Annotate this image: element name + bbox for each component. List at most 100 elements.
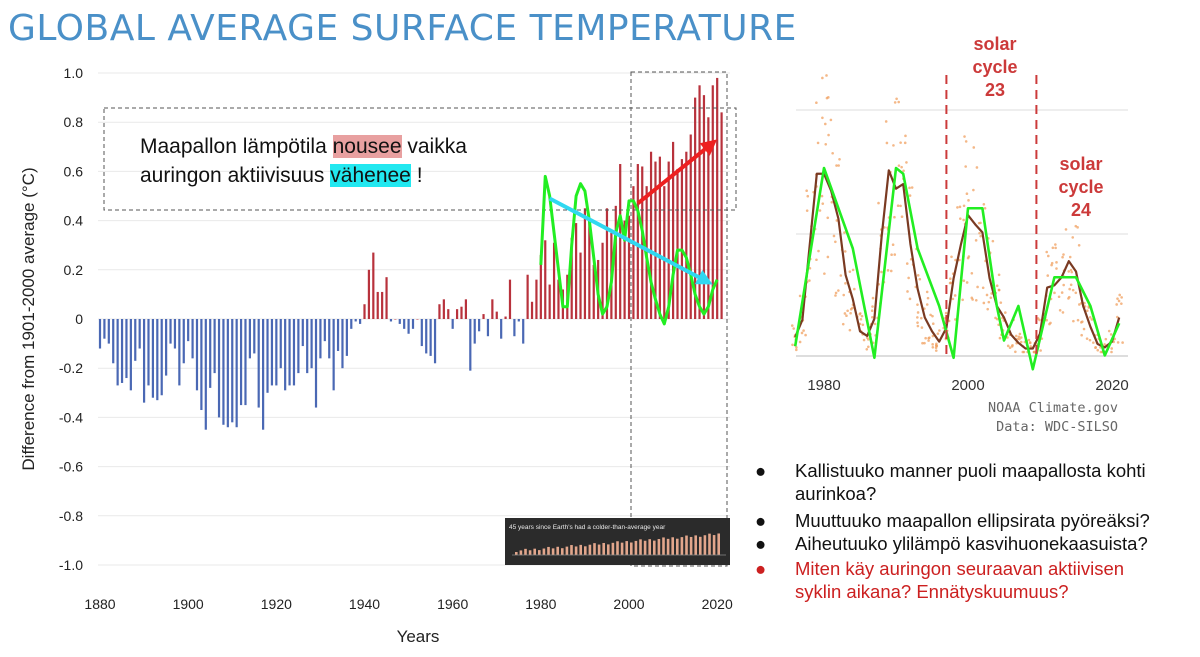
bar bbox=[292, 319, 296, 386]
sunspot-dot bbox=[1054, 246, 1057, 250]
sunspot-dot bbox=[1032, 350, 1036, 354]
sunspot-dot bbox=[1045, 318, 1048, 322]
sunspot-dot bbox=[981, 286, 985, 290]
annotation-rising-word: nousee bbox=[332, 135, 402, 158]
sunspot-dot bbox=[824, 143, 828, 146]
sunspot-dot bbox=[806, 194, 810, 198]
sunspot-dot bbox=[861, 323, 865, 327]
sunspot-dot bbox=[974, 239, 978, 242]
bar bbox=[345, 319, 348, 356]
sunspot-dot bbox=[893, 101, 897, 104]
inset-bar bbox=[630, 542, 633, 555]
y-tick-label: -0.2 bbox=[59, 360, 83, 376]
bar bbox=[552, 242, 556, 319]
y-tick-label: 0.2 bbox=[64, 262, 84, 278]
solar-cycle-label: solar bbox=[1059, 154, 1102, 174]
annotation-text-3: auringon aktiivisuus bbox=[140, 164, 331, 187]
inset-bar bbox=[680, 537, 684, 555]
sunspot-dot bbox=[978, 231, 981, 235]
sunspot-dot bbox=[1050, 261, 1054, 265]
bar bbox=[508, 279, 512, 319]
sunspot-dot bbox=[1120, 302, 1123, 305]
sunspot-dot bbox=[924, 336, 927, 340]
x-tick-label: 1900 bbox=[173, 596, 204, 612]
bar bbox=[667, 161, 670, 319]
bar bbox=[694, 97, 697, 319]
sunspot-dot bbox=[1019, 336, 1023, 339]
x-tick-label: 1940 bbox=[349, 596, 380, 612]
sunspot-dot bbox=[838, 157, 841, 161]
sunspot-dot bbox=[1110, 347, 1114, 350]
sunspot-dot bbox=[843, 231, 846, 234]
sunspot-dot bbox=[1067, 270, 1071, 273]
bullet-icon: ● bbox=[755, 510, 767, 531]
sunspot-dot bbox=[851, 268, 855, 272]
bar bbox=[486, 319, 490, 337]
inset-caption: 45 years since Earth's had a colder-than… bbox=[509, 524, 666, 531]
inset-bar bbox=[712, 535, 716, 555]
sunspot-dot bbox=[938, 329, 941, 332]
sunspot-dot bbox=[907, 276, 910, 280]
y-tick-label: 0.8 bbox=[64, 114, 84, 130]
sunspot-dot bbox=[815, 258, 818, 262]
sunspot-dot bbox=[951, 297, 955, 301]
sunspot-dot bbox=[871, 315, 874, 319]
bar bbox=[107, 319, 110, 344]
bar bbox=[658, 156, 661, 319]
sunspot-dot bbox=[1116, 315, 1119, 319]
bar bbox=[539, 255, 542, 319]
sunspot-dot bbox=[821, 202, 825, 205]
bar bbox=[522, 319, 525, 344]
sunspot-dot bbox=[1118, 293, 1122, 297]
bullet-icon: ● bbox=[755, 533, 767, 554]
bar bbox=[332, 319, 335, 391]
sunspot-dot bbox=[995, 317, 999, 321]
bar bbox=[570, 237, 573, 319]
sunspot-dot bbox=[873, 322, 877, 326]
sunspot-dot bbox=[1050, 263, 1053, 267]
sunspot-dot bbox=[1051, 246, 1055, 250]
inset-bar bbox=[570, 545, 573, 555]
sunspot-dot bbox=[928, 336, 931, 339]
sunspot-dot bbox=[964, 140, 968, 143]
sunspot-dot bbox=[1018, 332, 1022, 336]
question-text: Aiheutuuko ylilämpö kasvihuonekaasuista? bbox=[795, 533, 1148, 554]
sunspot-dot bbox=[961, 298, 964, 302]
bar bbox=[244, 319, 247, 406]
bar bbox=[125, 319, 128, 379]
sunspot-dot bbox=[965, 192, 969, 196]
sunspot-dot bbox=[948, 281, 952, 285]
question-text: Kallistuuko manner puoli maapallosta koh… bbox=[795, 460, 1146, 504]
bar bbox=[535, 279, 538, 319]
bar bbox=[142, 319, 146, 403]
sunspot-dot bbox=[820, 194, 824, 198]
bar bbox=[156, 319, 159, 401]
sunspot-dot bbox=[1062, 283, 1065, 287]
sunspot-dot bbox=[908, 186, 911, 190]
sunspot-dot bbox=[935, 344, 938, 348]
sunspot-dot bbox=[1055, 261, 1058, 264]
sunspot-dot bbox=[802, 329, 805, 332]
inset-bar bbox=[524, 548, 527, 555]
sunspot-dot bbox=[839, 274, 843, 277]
sunspot-dot bbox=[844, 282, 847, 285]
sunspot-dot bbox=[1121, 341, 1124, 344]
sunspot-dot bbox=[899, 204, 902, 208]
x-tick-label: 1980 bbox=[525, 596, 556, 612]
sunspot-dot bbox=[870, 309, 874, 312]
inset-bar bbox=[666, 538, 670, 555]
sunspot-dot bbox=[916, 274, 920, 277]
sunspot-dot bbox=[1064, 228, 1068, 231]
sunspot-dot bbox=[848, 328, 852, 332]
sunspot-dot bbox=[908, 194, 912, 197]
bar bbox=[147, 319, 150, 386]
sunspot-dot bbox=[808, 279, 811, 282]
bar bbox=[478, 319, 481, 332]
bar bbox=[279, 319, 282, 369]
bar bbox=[270, 319, 274, 386]
bar bbox=[671, 141, 675, 319]
bar bbox=[151, 319, 155, 398]
sunspot-dot bbox=[845, 314, 848, 318]
bar bbox=[575, 223, 578, 319]
inset-bar bbox=[653, 540, 656, 555]
